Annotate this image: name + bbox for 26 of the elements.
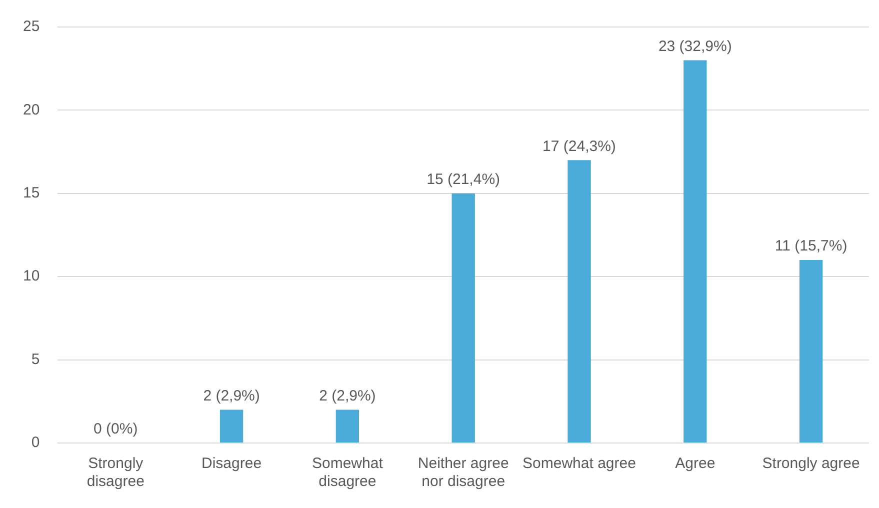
- x-tick-label: Strongly agree: [762, 455, 860, 472]
- x-tick-label: Neither agree nor disagree: [418, 455, 509, 490]
- x-tick-label: Agree: [675, 455, 716, 472]
- x-tick-label: Somewhat agree: [522, 455, 636, 472]
- y-tick-label: 15: [22, 184, 40, 202]
- x-tick-label: Somewhat disagree: [312, 455, 384, 490]
- bar: [799, 260, 823, 442]
- y-tick-label: 25: [22, 18, 40, 36]
- data-label: 0 (0%): [94, 420, 138, 438]
- y-tick-label: 20: [22, 101, 40, 118]
- y-tick-label: 0: [31, 434, 40, 452]
- bar: [452, 193, 475, 442]
- x-tick-label: Strongly disagree: [86, 455, 144, 490]
- data-label: 11 (15,7%): [774, 238, 848, 255]
- bar: [336, 410, 360, 442]
- y-tick-label: 10: [22, 268, 40, 285]
- data-label: 15 (21,4%): [426, 171, 500, 188]
- data-label: 17 (24,3%): [542, 138, 616, 155]
- data-label: 2 (2,9%): [319, 387, 376, 404]
- bar: [220, 410, 244, 442]
- data-label: 2 (2,9%): [203, 387, 260, 404]
- bar: [568, 160, 591, 442]
- data-label: 23 (32,9%): [658, 38, 732, 55]
- y-tick-label: 5: [31, 350, 40, 368]
- x-tick-label: Disagree: [202, 455, 262, 472]
- bar: [684, 60, 707, 442]
